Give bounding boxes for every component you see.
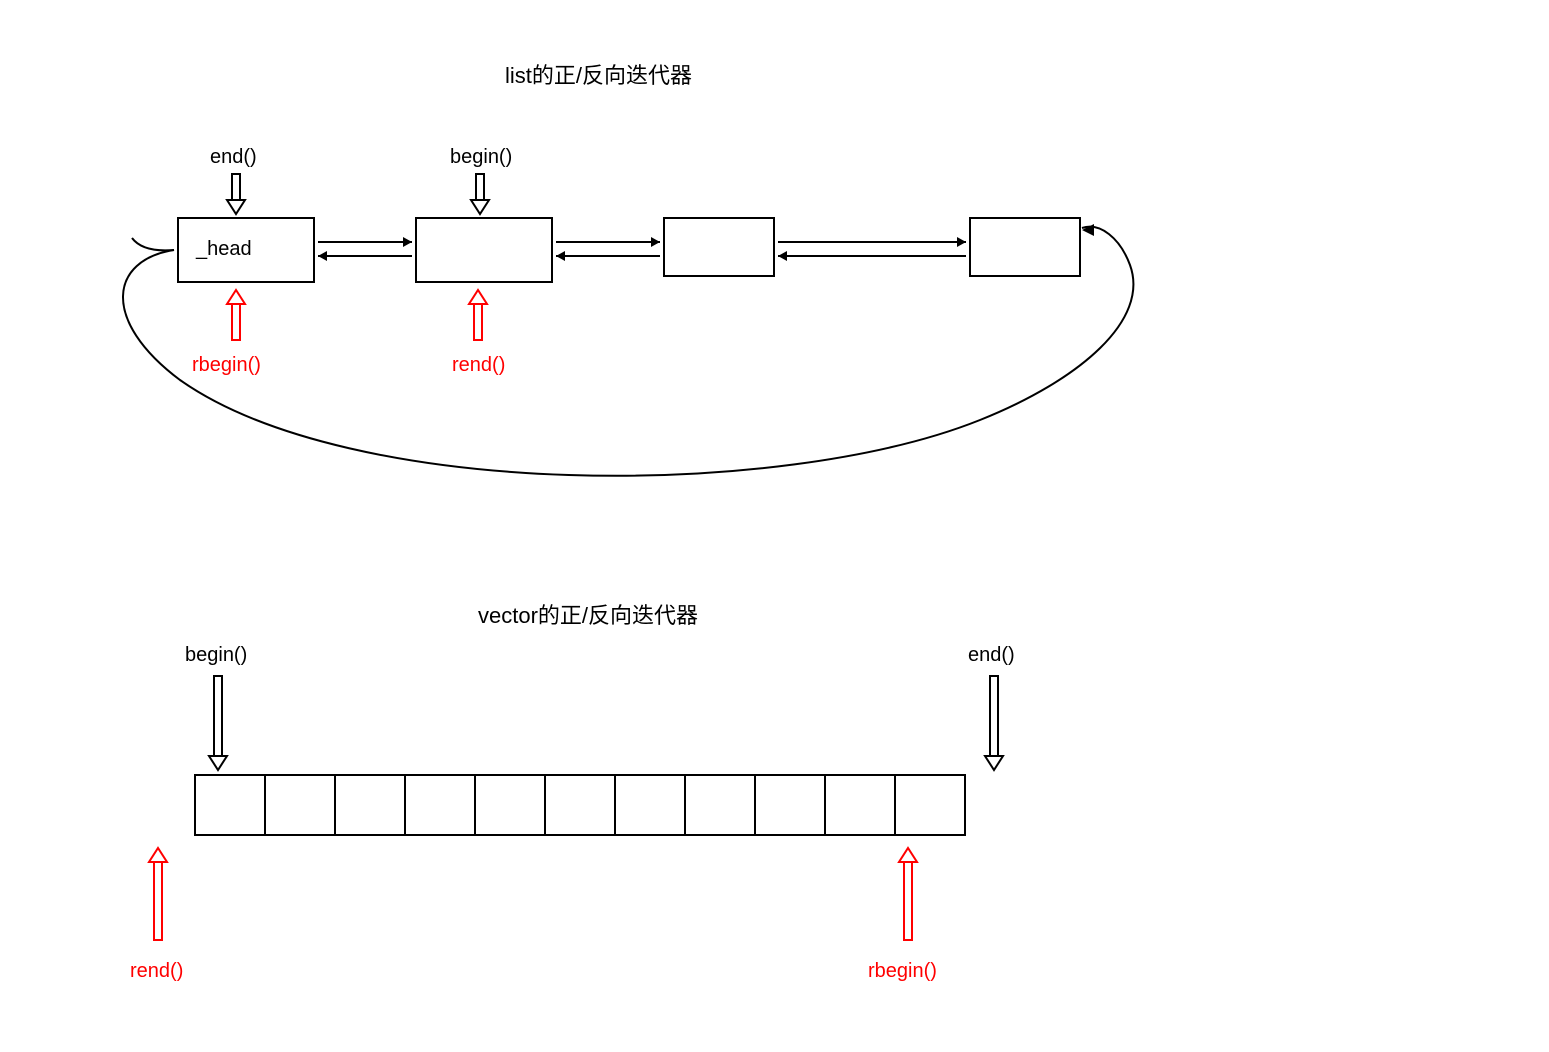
list-title: list的正/反向迭代器 (505, 58, 692, 90)
label-begin: begin() (450, 146, 512, 169)
label-end: end() (210, 146, 257, 169)
label-rbegin: rbegin() (192, 354, 261, 377)
label-v-end: end() (968, 644, 1015, 667)
node-head-label: _head (196, 238, 252, 261)
label-v-begin: begin() (185, 644, 247, 667)
vector-title: vector的正/反向迭代器 (478, 598, 698, 630)
label-rend: rend() (452, 354, 505, 377)
label-v-rend: rend() (130, 960, 183, 983)
label-v-rbegin: rbegin() (868, 960, 937, 983)
